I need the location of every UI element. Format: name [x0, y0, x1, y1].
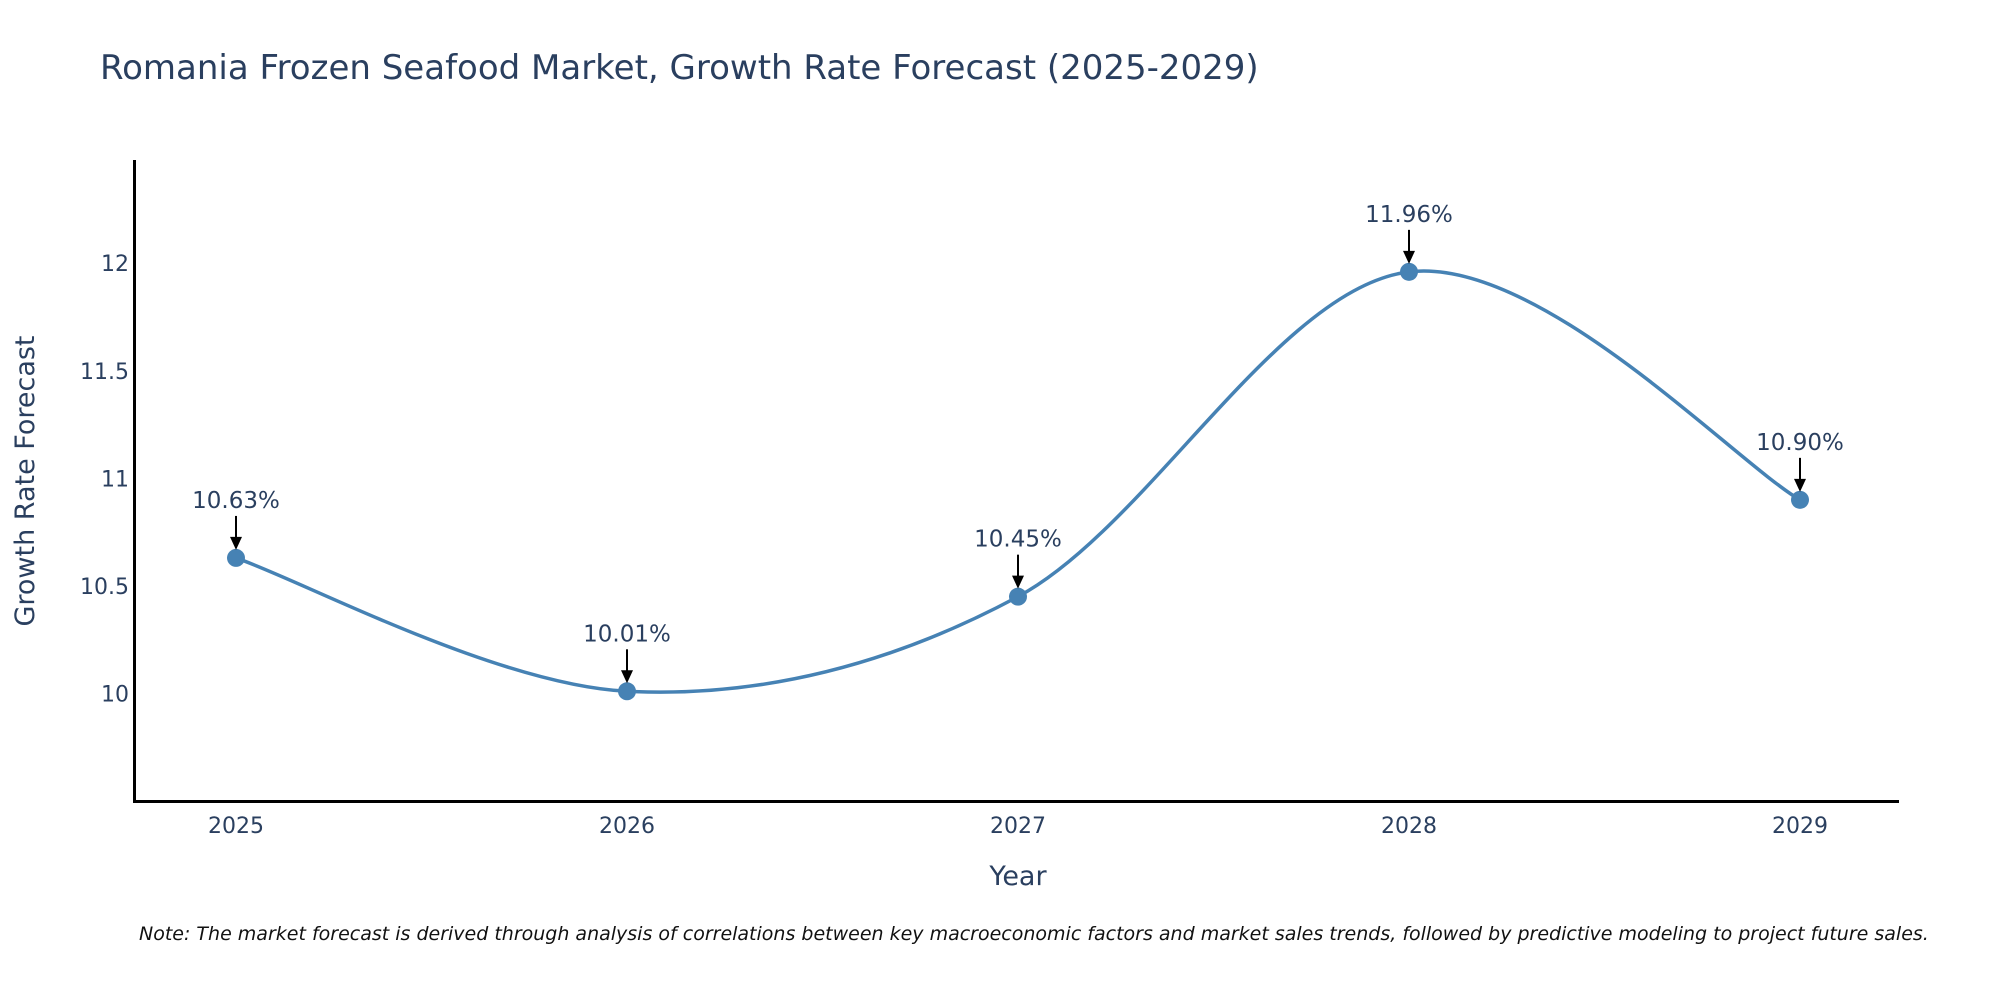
annotation-arrow-head [230, 536, 242, 550]
x-tick-label: 2025 [208, 814, 264, 839]
y-tick-label: 10 [101, 682, 129, 707]
data-label: 10.45% [974, 527, 1062, 553]
x-tick-label: 2027 [990, 814, 1046, 839]
x-axis-title: Year [988, 861, 1047, 892]
x-tick-label: 2028 [1381, 814, 1437, 839]
data-point [1791, 490, 1809, 509]
y-tick-label: 11 [101, 467, 129, 492]
x-tick-label: 2029 [1772, 814, 1828, 839]
x-tick-label: 2026 [599, 814, 655, 839]
data-point [1400, 262, 1418, 281]
data-markers [227, 262, 1809, 701]
chart-title: Romania Frozen Seafood Market, Growth Ra… [100, 48, 1259, 88]
y-tick-label: 11.5 [80, 360, 129, 385]
y-axis-ticks: 10 10.5 11 11.5 12 [80, 252, 129, 707]
footnote: Note: The market forecast is derived thr… [139, 923, 1929, 945]
data-annotations: 10.63% 10.01% 10.45% 11.96% 10.90% [192, 202, 1844, 684]
series-line [235, 269, 1801, 694]
y-tick-label: 10.5 [80, 575, 129, 600]
annotation-arrow-head [621, 670, 633, 684]
annotation-arrow-head [1403, 250, 1415, 264]
y-tick-label: 12 [101, 252, 129, 277]
y-axis-title: Growth Rate Forecast [10, 335, 41, 626]
data-label: 10.63% [192, 488, 280, 514]
data-point [227, 548, 245, 567]
data-label: 10.90% [1756, 430, 1844, 456]
data-label: 10.01% [583, 621, 671, 647]
data-label: 11.96% [1365, 202, 1453, 228]
data-point [618, 682, 636, 701]
data-point [1009, 587, 1027, 606]
x-axis-ticks: 2025 2026 2027 2028 2029 [208, 814, 1828, 839]
annotation-arrow-head [1012, 575, 1024, 589]
annotation-arrow-head [1794, 478, 1806, 492]
